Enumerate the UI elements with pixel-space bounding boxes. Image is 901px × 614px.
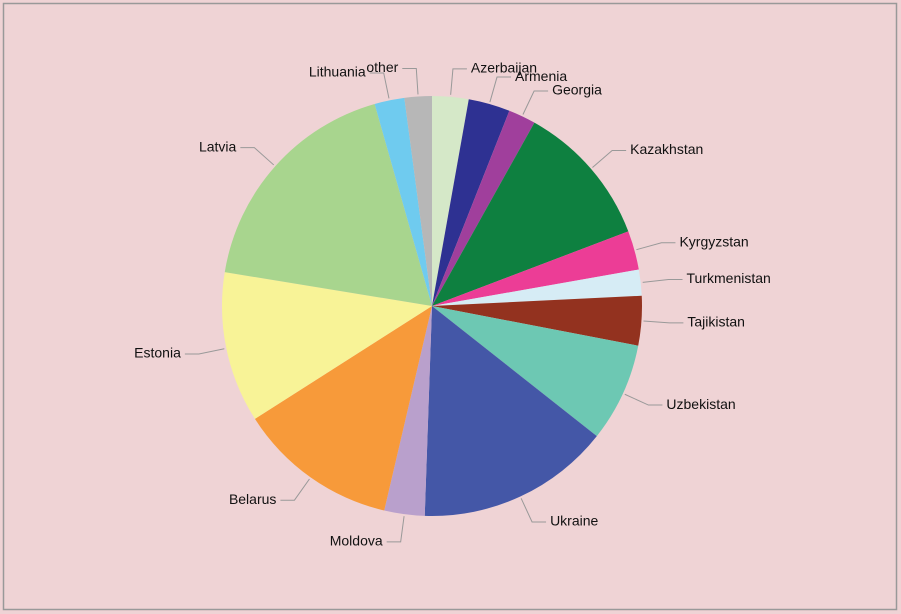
leader-line [520, 498, 547, 523]
leader-line [184, 348, 225, 355]
slice-label: Kazakhstan [630, 141, 703, 157]
leader-line [450, 68, 467, 95]
pie-slice [254, 306, 432, 511]
leader-line [636, 242, 676, 251]
pie-slice [374, 97, 432, 307]
slice-label: Belarus [229, 491, 276, 507]
leader-line [642, 278, 683, 283]
pie-slice [384, 306, 432, 516]
leader-line [522, 90, 549, 115]
pie-slice [432, 295, 642, 346]
pie-slice [404, 96, 432, 306]
slice-label: Uzbekistan [666, 396, 735, 412]
pie-slice [432, 99, 510, 307]
leader-line [592, 149, 627, 168]
leader-line [369, 72, 390, 99]
leader-line [643, 320, 684, 324]
slice-label: Moldova [330, 533, 383, 549]
slice-label: Lithuania [309, 64, 366, 80]
slice-label: Kyrgyzstan [679, 233, 748, 249]
slice-label: other [366, 59, 398, 75]
leader-line [489, 76, 512, 103]
slice-label: Ukraine [550, 513, 598, 529]
leader-line [624, 393, 663, 406]
pie-slice [432, 122, 629, 306]
pie-slice [432, 306, 639, 437]
leader-line [280, 478, 310, 501]
pie-slice [432, 110, 535, 306]
leader-line [402, 68, 419, 95]
slice-label: Azerbaijan [471, 60, 537, 76]
slice-label: Latvia [199, 138, 237, 154]
slice-label: Turkmenistan [687, 270, 771, 286]
slice-label: Georgia [552, 82, 602, 98]
pie-slice [424, 306, 597, 516]
slice-label: Estonia [134, 345, 181, 361]
slice-label: Armenia [515, 68, 567, 84]
pie-slice [224, 103, 432, 307]
pie-slice [432, 96, 469, 306]
leader-line [386, 516, 405, 543]
pie-slice [432, 269, 642, 306]
leader-line [240, 147, 275, 166]
slice-label: Tajikistan [687, 314, 745, 330]
pie-slice [432, 231, 639, 306]
pie-slice [222, 272, 432, 419]
